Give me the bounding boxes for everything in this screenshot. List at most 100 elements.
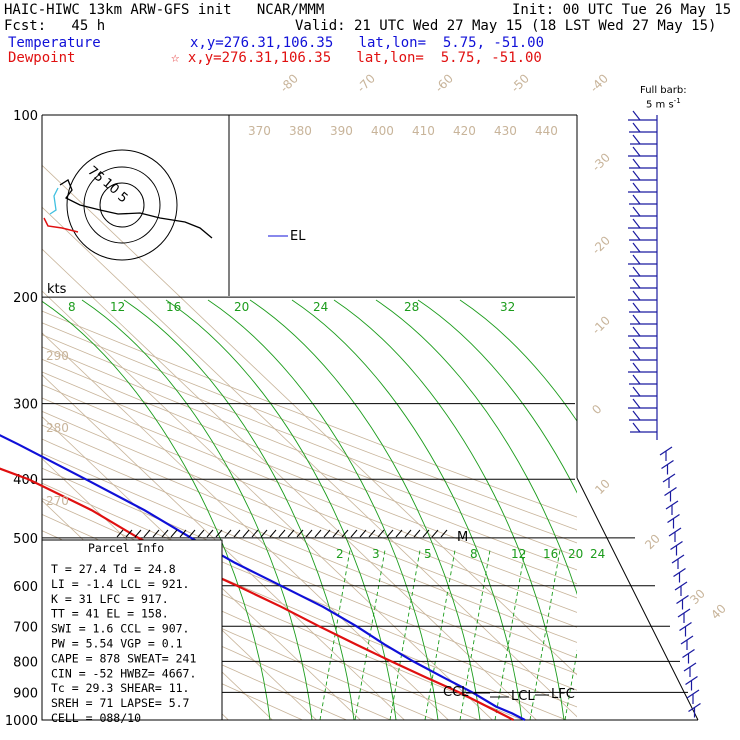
lfc-annotation: LFC [551,687,575,702]
mixing-ratio-lines [42,299,577,720]
wind-barb-flag [632,254,641,265]
parcel-row: T = 27.4 Td = 24.8 [51,562,176,576]
freezing-level-hatch [305,529,313,538]
wind-barb-flag [632,146,641,157]
moist-adiabat [165,299,397,720]
hodograph-kts-label: kts [47,282,67,297]
wind-barb-flag [632,230,641,241]
isotherm-label: -70 [354,71,378,95]
barb-legend-units: 5 m s [646,99,674,111]
hodograph-shear-vector [43,217,79,233]
moist-adiabat [291,299,523,720]
theta-label: 430 [494,124,517,138]
barb-legend-line2: 5 m s-1 [646,96,681,110]
barb-legend-exponent: -1 [673,97,681,105]
el-annotation: EL [290,229,306,244]
moist-adiabat [42,300,271,720]
parcel-row: K = 31 LFC = 917. [51,592,169,606]
dry-adiabat [42,334,577,544]
dry-adiabat [42,438,577,659]
wind-barb-flag [632,278,641,289]
mixing-ratio-label: 20 [234,300,249,314]
theta-label: 410 [412,124,435,138]
freezing-level-hatch [341,529,349,538]
sounding-traces [0,434,526,721]
isotherm-label: 0 [589,402,604,417]
freezing-level-hatch [215,529,223,538]
mixing-ratio-line [529,549,561,720]
isotherm-label: -50 [508,71,532,95]
freezing-level-hatch [242,529,250,538]
dewpoint-trace [0,467,515,721]
freezing-level-hatch [269,529,277,538]
moist-adiabat [375,299,577,596]
moist-adiabat [81,299,313,720]
hodograph-low-level-trace [49,187,59,215]
mixing-ratio-label: 8 [68,300,76,314]
isobar-label-500: 500 [13,532,38,547]
freezing-level-hatch [368,529,376,538]
isobar-label-300: 300 [13,398,38,413]
mixing-ratio-label: 8 [470,547,478,561]
freezing-level-hatch [224,529,232,538]
freezing-level-hatch [323,529,331,538]
dry-adiabat [42,358,577,571]
mixing-ratio-line [389,549,421,720]
dry-adiabat [42,410,577,628]
wind-barb-flag [632,194,641,205]
freezing-level-hatch [440,529,448,538]
isotherm-line [42,332,450,720]
isobar-label-1000: 1000 [5,714,38,729]
moist-adiabat [123,299,355,720]
mixing-ratio-label: 16 [166,300,181,314]
dewpoint-location: ☆ x,y=276.31,106.35 lat,lon= 5.75, -51.0… [171,50,542,66]
dry-adiabat [42,599,304,720]
parcel-info-box: Parcel Info T = 27.4 Td = 24.8LI = -1.4 L… [41,539,223,725]
freezing-level-hatch [404,529,412,538]
freezing-level-hatch [386,529,394,538]
isotherm-line [42,416,362,720]
mixing-level-annotation: M [457,530,468,545]
wind-barb-flag [632,314,641,325]
init-time: Init: 00 UTC Tue 26 May 15 [512,2,732,18]
wind-barbs [628,110,701,718]
freezing-level-hatch [143,529,151,538]
isotherm-label: -30 [589,150,613,174]
dewpoint-label: Dewpoint [8,50,76,66]
isotherm-label: -20 [589,233,613,257]
freezing-level-hatch [188,529,196,538]
theta-label: 380 [289,124,312,138]
isotherm-line [42,248,538,720]
dry-adiabat [42,581,348,720]
right-slant-border [576,477,699,721]
isotherm-label: 20 [642,531,663,552]
isotherm-label: -10 [589,313,613,337]
isobar-label-600: 600 [13,580,38,595]
isobar-label-700: 700 [13,620,38,635]
wind-barb-flag [632,362,641,373]
isobar-label-100: 100 [13,109,38,124]
isotherm-line [0,115,22,733]
isotherm-label: 40 [708,601,729,622]
parcel-row: Tc = 29.3 SHEAR= 11. [51,681,189,695]
wind-barb-flag [632,122,641,133]
isotherm-label: -40 [587,71,611,95]
wind-barb-flag [632,326,641,337]
theta-label: 420 [453,124,476,138]
dry-adiabat [42,371,577,585]
wind-barb-flag [632,410,641,421]
freezing-level-hatch [179,529,187,538]
dry-adiabat [42,467,577,691]
isotherm-line [42,374,406,720]
mixing-ratio-label: 24 [313,300,328,314]
mixing-ratio-label: 16 [543,547,558,561]
freezing-level-hatch [134,529,142,538]
isotherm-line [42,290,494,720]
parcel-row: PW = 5.54 VGP = 0.1 [51,637,183,651]
valid-time: Valid: 21 UTC Wed 27 May 15 (18 LST Wed … [295,18,717,34]
theta-label: 390 [330,124,353,138]
freezing-level-hatch [197,529,205,538]
forecast-hour: Fcst: 45 h [4,18,106,34]
freezing-level-hatch [350,529,358,538]
freezing-level-hatch [170,529,178,538]
